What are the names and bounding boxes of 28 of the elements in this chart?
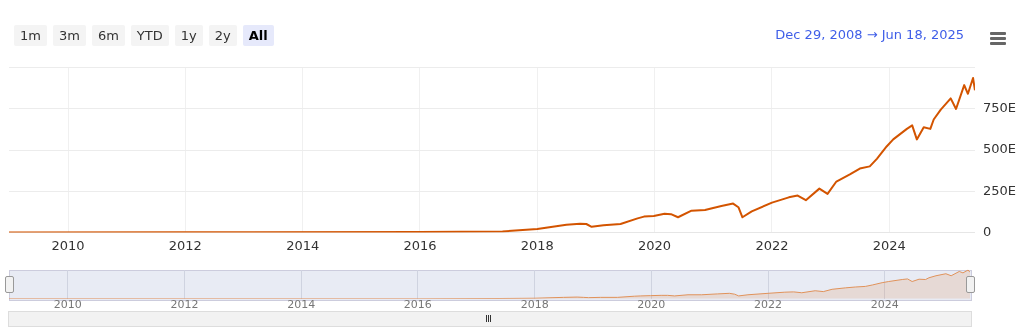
x-tick-label: 2016	[403, 298, 432, 312]
text: All	[242, 25, 274, 46]
x-tick-label: 2010	[51, 237, 85, 253]
text: YTD	[130, 25, 169, 46]
y-tick-label: 250E	[982, 182, 1016, 198]
x-tick-label: 2024	[872, 237, 906, 253]
text: 2y	[208, 25, 237, 46]
x-tick-label: 2022	[755, 237, 789, 253]
x-tick-label: 2020	[638, 237, 672, 253]
x-tick-label: 2014	[287, 298, 316, 312]
x-tick-label: 2012	[170, 298, 199, 312]
text: 1m	[14, 25, 47, 46]
text: 3m	[52, 25, 86, 46]
text: 6m	[91, 25, 125, 46]
x-tick-label: 2016	[403, 237, 437, 253]
y-tick-label: 750E	[982, 100, 1016, 116]
x-tick-label: 2010	[53, 298, 82, 312]
y-tick-label: 0	[982, 223, 992, 239]
x-tick-label: 2014	[286, 237, 320, 253]
x-tick-label: 2022	[754, 298, 783, 312]
x-tick-label: 2012	[168, 237, 202, 253]
text: 1y	[174, 25, 203, 46]
y-tick-label: 500E	[982, 141, 1016, 157]
x-tick-label: 2024	[870, 298, 899, 312]
chart-subtitle: Dec 29, 2008 → Jun 18, 2025	[775, 27, 964, 42]
x-tick-label: 2020	[637, 298, 666, 312]
x-tick-label: 2018	[520, 298, 549, 312]
x-tick-label: 2018	[520, 237, 554, 253]
